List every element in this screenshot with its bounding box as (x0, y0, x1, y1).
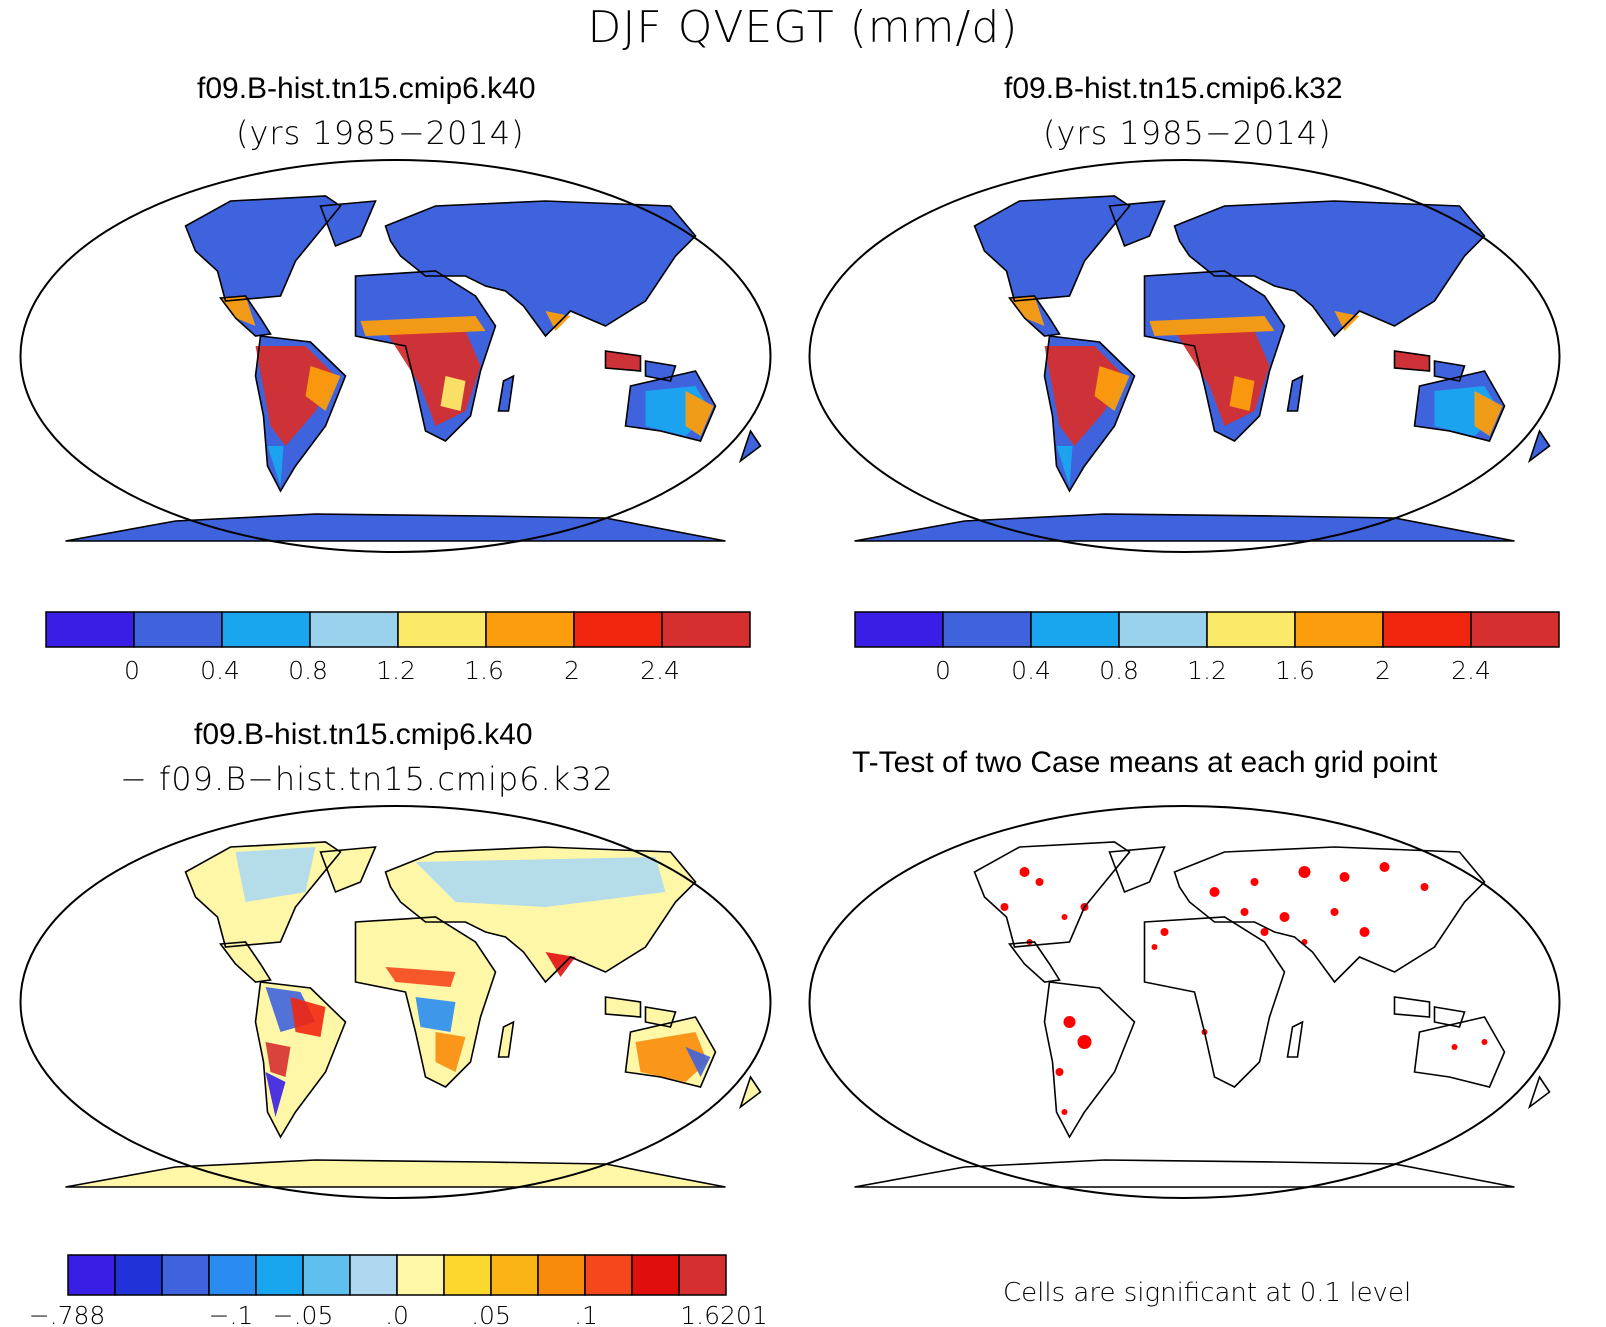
colorbar-3-label: −.788 (29, 1301, 106, 1327)
colorbar-1-labels: 0 0.4 0.8 1.2 1.6 2 2.4 (124, 656, 680, 685)
colorbar-2-label: 0.4 (1011, 656, 1051, 685)
colorbar-2-label: 0 (935, 656, 951, 685)
colorbar-1-label: 2 (564, 656, 580, 685)
colorbar-swatch (443, 1254, 492, 1296)
colorbar-swatch (161, 1254, 210, 1296)
panel-4-title: T-Test of two Case means at each grid po… (852, 746, 1438, 779)
colorbar-swatch (854, 611, 944, 648)
map-panel-3 (19, 805, 772, 1199)
colorbar-1-label: 0.8 (288, 656, 328, 685)
colorbar-swatch (349, 1254, 398, 1296)
colorbar-2 (854, 611, 1560, 648)
colorbar-swatch (221, 611, 311, 648)
panel-1-title: f09.B-hist.tn15.cmip6.k40 (197, 72, 536, 105)
colorbar-swatch (537, 1254, 586, 1296)
colorbar-swatch (255, 1254, 304, 1296)
colorbar-3-label: −.1 (209, 1301, 254, 1327)
panel-3-subtitle: − f09.B−hist.tn15.cmip6.k32 (120, 760, 614, 798)
colorbar-3-labels: −.788 −.1 −.05 .0 .05 .1 1.6201 (29, 1301, 768, 1327)
colorbar-swatch (208, 1254, 257, 1296)
colorbar-2-label: 2 (1375, 656, 1391, 685)
colorbar-2-label: 2.4 (1451, 656, 1491, 685)
colorbar-swatch (573, 611, 663, 648)
colorbar-swatch (114, 1254, 163, 1296)
colorbar-1 (45, 611, 751, 648)
colorbar-swatch (45, 611, 135, 648)
colorbar-3-label: .1 (574, 1301, 598, 1327)
colorbar-1-label: 0 (124, 656, 140, 685)
colorbar-swatch (584, 1254, 633, 1296)
colorbar-3-label: .05 (471, 1301, 511, 1327)
colorbar-swatch (396, 1254, 445, 1296)
colorbar-2-labels: 0 0.4 0.8 1.2 1.6 2 2.4 (935, 656, 1491, 685)
colorbar-swatch (485, 611, 575, 648)
panel-3-title: f09.B-hist.tn15.cmip6.k40 (194, 718, 533, 751)
colorbar-swatch (631, 1254, 680, 1296)
colorbar-1-label: 1.6 (464, 656, 504, 685)
colorbar-swatch (133, 611, 223, 648)
significant-cells (1000, 862, 1488, 1115)
map-panel-1 (19, 159, 772, 553)
significance-footnote: Cells are significant at 0.1 level (1003, 1278, 1412, 1308)
panel-2-subtitle: (yrs 1985−2014) (1043, 114, 1332, 152)
colorbar-swatch (942, 611, 1032, 648)
colorbar-2-label: 1.2 (1187, 656, 1227, 685)
colorbar-swatch (1030, 611, 1120, 648)
colorbar-swatch (661, 611, 751, 648)
colorbar-3-label: .0 (385, 1301, 409, 1327)
colorbar-2-label: 0.8 (1099, 656, 1139, 685)
colorbar-1-label: 1.2 (376, 656, 416, 685)
colorbar-1-label: 0.4 (200, 656, 240, 685)
colorbar-swatch (1294, 611, 1384, 648)
colorbar-swatch (678, 1254, 727, 1296)
colorbar-3-label: 1.6201 (680, 1301, 767, 1327)
panel-1-subtitle: (yrs 1985−2014) (236, 114, 525, 152)
colorbar-3 (67, 1254, 727, 1296)
colorbar-swatch (1118, 611, 1208, 648)
colorbar-swatch (397, 611, 487, 648)
colorbar-swatch (1382, 611, 1472, 648)
colorbar-swatch (67, 1254, 116, 1296)
field-colors (1009, 296, 1503, 486)
colorbar-swatch (1206, 611, 1296, 648)
colorbar-swatch (1470, 611, 1560, 648)
figure-title: DJF QVEGT (mm/d) (587, 2, 1019, 53)
colorbar-1-label: 2.4 (640, 656, 680, 685)
field-colors (235, 847, 711, 1117)
map-panel-4 (808, 805, 1561, 1199)
colorbar-swatch (302, 1254, 351, 1296)
colorbar-swatch (309, 611, 399, 648)
map-panel-2 (808, 159, 1561, 553)
colorbar-2-label: 1.6 (1275, 656, 1315, 685)
panel-2-title: f09.B-hist.tn15.cmip6.k32 (1004, 72, 1343, 105)
colorbar-swatch (490, 1254, 539, 1296)
colorbar-3-label: −.05 (273, 1301, 334, 1327)
field-colors (220, 296, 714, 486)
